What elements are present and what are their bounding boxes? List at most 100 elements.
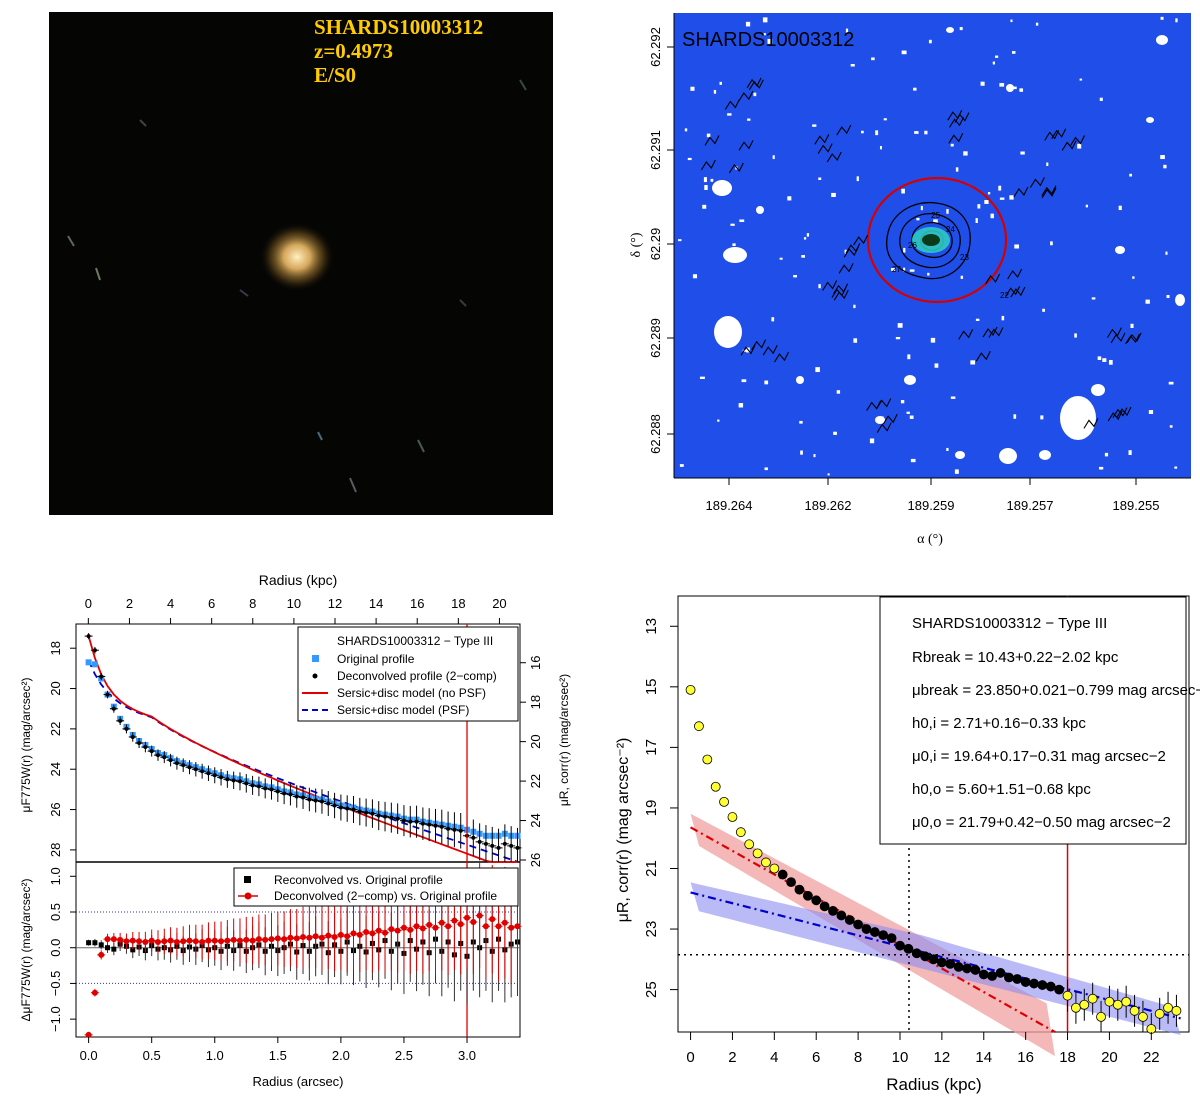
map-speck-112 <box>800 450 803 455</box>
fit-range-point-26 <box>995 968 1006 978</box>
residual-legend: Reconvolved vs. Original profile Deconvo… <box>233 867 519 907</box>
deconvolved-residual-point-48 <box>388 926 395 933</box>
deconvolved-residual-point-19 <box>205 937 212 944</box>
fit-outer-point-22 <box>1154 1008 1165 1019</box>
map-contour-noise-2-1 <box>1070 135 1086 146</box>
map-speck-36 <box>1042 308 1046 312</box>
reconvolved-residual-point-3 <box>105 945 111 951</box>
map-speck-5 <box>767 38 773 44</box>
deconvolved-residual-point-53 <box>419 925 426 932</box>
map-speck-129 <box>963 151 968 156</box>
map-contour-noise-9-0 <box>985 273 1001 285</box>
map-speck-49 <box>1012 86 1017 90</box>
deconvolved-profile-point-16 <box>187 765 192 770</box>
contour-label-2: 24 <box>946 225 955 234</box>
fit-range-point-31 <box>1037 980 1048 990</box>
map-contour-noise-5-3 <box>866 400 882 411</box>
fit-x-tick-label-9: 18 <box>1059 1049 1076 1066</box>
profile-axes: 0.0 0.5 1.0 1.5 2.0 2.5 3.00 2 4 6 8 10 12 14 16 18 2018… <box>48 596 543 1063</box>
map-white-blob-7 <box>904 375 916 385</box>
map-white-blob-15 <box>946 27 954 33</box>
deconvolved-profile-point-3 <box>105 692 110 697</box>
map-contour-noise-9-3 <box>1007 268 1023 280</box>
map-speck-42 <box>910 458 916 463</box>
deconvolved-profile-point-26 <box>250 783 255 788</box>
reconvolved-residual-point-7 <box>130 947 136 953</box>
fit-outer-point-6 <box>735 827 746 838</box>
fit-outer-point-16 <box>1104 996 1115 1007</box>
top-x-tick-label-6: 12 <box>328 596 342 611</box>
map-contour-noise-7-3 <box>1106 327 1122 338</box>
map-speck-127 <box>1098 466 1104 470</box>
map-speck-105 <box>1168 381 1174 385</box>
deconvolved-profile-point-42 <box>351 807 356 812</box>
deconvolved-profile-point-0 <box>86 634 91 639</box>
fit-range-point-22 <box>962 963 972 974</box>
fit-outer-point-20 <box>1138 1011 1148 1022</box>
bottom-x-tick-label-0: 0.0 <box>80 1048 98 1063</box>
contour-label-3: 27 <box>892 265 901 274</box>
map-speck-70 <box>960 275 964 279</box>
deconvolved-residual-point-25 <box>243 936 250 943</box>
deconvolved-residual-point-56 <box>438 919 445 926</box>
map-speck-37 <box>717 419 720 422</box>
map-white-blob-9 <box>796 376 804 384</box>
map-speck-124 <box>1020 151 1025 155</box>
deconvolved-profile-point-4 <box>111 706 116 711</box>
deconvolved-profile-point-58 <box>452 827 457 832</box>
map-contour-noise-11-0 <box>1107 410 1123 422</box>
map-contour-noise-1-1 <box>817 143 833 154</box>
fit-range-point-8 <box>844 915 855 925</box>
map-contour-noise-1-2 <box>814 134 830 145</box>
map-speck-23 <box>975 218 978 224</box>
map-speck-92 <box>719 81 722 85</box>
map-speck-6 <box>739 219 745 223</box>
deconvolved-profile-point-19 <box>206 771 211 776</box>
map-white-blob-0 <box>712 180 732 196</box>
deconvolved-residual-point-23 <box>230 936 237 943</box>
left-y-tick-label-0: 18 <box>48 641 63 655</box>
original-profile-point-1 <box>91 661 98 668</box>
top-x-tick-label-9: 18 <box>451 596 465 611</box>
fit-outer-point-23 <box>1163 1002 1173 1013</box>
deconvolved-profile-point-5 <box>118 718 123 723</box>
map-speck-135 <box>850 63 855 67</box>
deconvolved-residual-point-11 <box>154 939 161 945</box>
deconvolved-residual-point-55 <box>432 924 439 931</box>
deconvolved-profile-point-41 <box>345 806 350 811</box>
deconvolved-residual-point-1 <box>91 989 98 996</box>
fit-legend-hinner: h0,i = 2.71+0.16−0.33 kpc <box>912 715 1086 732</box>
deconvolved-residual-point-26 <box>249 937 256 944</box>
legend-original-marker <box>312 655 319 662</box>
map-speck-51 <box>1165 251 1168 255</box>
map-white-blob-4 <box>999 448 1017 464</box>
deconvolved-residual-point-31 <box>281 936 288 943</box>
map-contour-noise-13-3 <box>704 135 720 146</box>
map-speck-132 <box>916 217 920 221</box>
map-speck-123 <box>1169 425 1173 428</box>
fit-range-point-10 <box>861 924 872 934</box>
map-speck-22 <box>813 454 816 458</box>
fit-y-tick-label-0: 13 <box>643 618 660 635</box>
deconvolved-profile-point-32 <box>288 792 293 797</box>
deconvolved-residual-point-59 <box>457 921 464 928</box>
deconvolved-profile-point-46 <box>376 813 381 818</box>
deconvolved-residual-point-33 <box>293 935 300 942</box>
deconvolved-profile-point-35 <box>307 797 312 802</box>
deconvolved-residual-point-42 <box>350 930 357 937</box>
fit-range-point-19 <box>936 957 947 968</box>
deconvolved-residual-point-27 <box>255 936 262 943</box>
map-speck-67 <box>1145 299 1150 304</box>
left-y-tick-label-4: 26 <box>48 802 63 816</box>
map-x-tick-label-4: 189.255 <box>1113 498 1160 513</box>
map-speck-142 <box>1040 415 1044 420</box>
fit-range-point-9 <box>853 919 864 930</box>
deconvolved-profile-point-6 <box>124 726 129 731</box>
deconvolved-residual-point-14 <box>173 939 180 945</box>
fit-outer-point-17 <box>1112 999 1123 1010</box>
map-contour-noise-12-1 <box>947 109 963 121</box>
map-speck-0 <box>927 272 930 276</box>
map-contour-noise-7-1 <box>1125 333 1140 345</box>
